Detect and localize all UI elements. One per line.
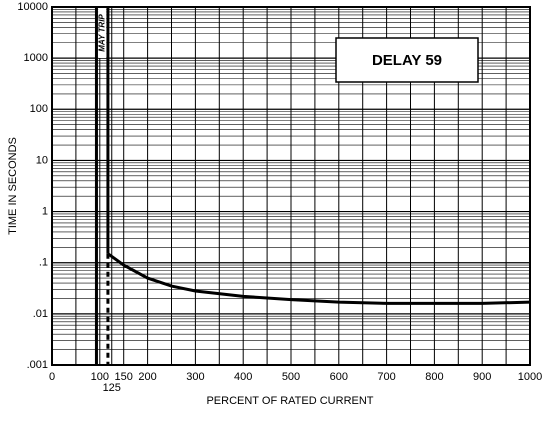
y-tick-label: 1000 — [24, 52, 48, 64]
y-axis-label: TIME IN SECONDS — [7, 137, 19, 235]
x-tick-label: 300 — [186, 371, 204, 383]
y-tick-label: 10000 — [17, 1, 48, 13]
may-trip-label-bg — [98, 8, 107, 58]
x-axis-label: PERCENT OF RATED CURRENT — [206, 395, 373, 407]
title-box — [335, 37, 479, 83]
x-tick-label: 500 — [282, 371, 300, 383]
plot-frame — [51, 6, 531, 366]
x-tick-label: 1000 — [518, 371, 542, 383]
x-tick-label: 700 — [377, 371, 395, 383]
line-series — [107, 252, 531, 305]
x-tick-label: 150 — [115, 371, 133, 383]
x-tick-label: 100 — [91, 371, 109, 383]
x-tick-label: 400 — [234, 371, 252, 383]
x-tick-label: 125 — [103, 382, 121, 394]
x-tick-label: 600 — [330, 371, 348, 383]
y-tick-label: .01 — [33, 308, 48, 320]
y-tick-label: .001 — [27, 359, 48, 371]
x-tick-label: 900 — [473, 371, 491, 383]
chart-title: DELAY 59 — [372, 52, 442, 69]
y-tick-label: 1 — [42, 205, 48, 217]
x-tick-label: 800 — [425, 371, 443, 383]
annotation: MAY TRIP — [97, 14, 106, 52]
x-tick-label: 0 — [49, 371, 55, 383]
y-tick-label: .1 — [39, 257, 48, 269]
x-tick-label: 200 — [138, 371, 156, 383]
y-tick-label: 10 — [36, 154, 48, 166]
y-tick-label: 100 — [30, 103, 48, 115]
